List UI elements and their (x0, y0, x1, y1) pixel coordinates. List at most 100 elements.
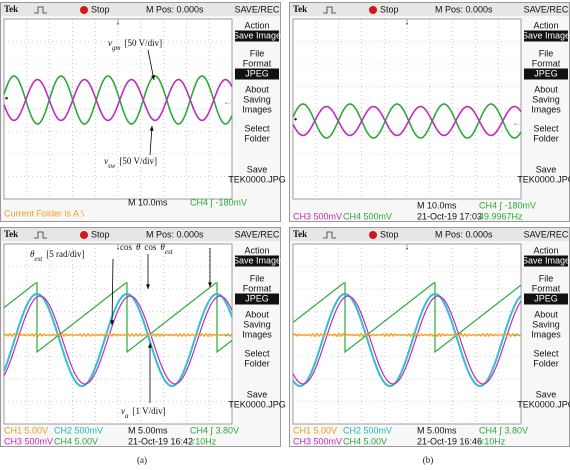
menu-title: SAVE/REC (235, 229, 280, 239)
menu-item: Select (244, 348, 270, 358)
brand: Tek (293, 229, 307, 239)
trigger-level-marker: ← (223, 328, 232, 338)
menu-item: Format (532, 58, 561, 68)
brand: Tek (4, 229, 18, 239)
menu-item: Images (531, 104, 561, 114)
horizontal-position: M Pos: 0.000s (146, 229, 204, 239)
frequency: 49.9967Hz (479, 211, 523, 221)
menu-selection-label: Save Image (522, 30, 570, 40)
timebase: M 10.0ms (417, 200, 457, 210)
channel-setting: CH2 500mV (343, 425, 392, 435)
channel-setting: CH4 500mV (343, 211, 392, 221)
timebase: M 5.00ms (128, 425, 168, 435)
timebase: M 5.00ms (417, 425, 457, 435)
menu-item: File (250, 273, 265, 283)
menu-item: Saving (243, 319, 271, 329)
menu-selection-label: JPEG (245, 68, 269, 78)
caption: (b) (423, 455, 434, 465)
annotation-run: gm (112, 44, 121, 52)
menu-item: Action (533, 245, 558, 255)
date-time: 21-Oct-19 16:46 (417, 436, 482, 446)
menu-item: Saving (532, 94, 560, 104)
date-time: 21-Oct-19 16:42 (128, 436, 193, 446)
menu-item: Select (244, 123, 270, 133)
menu-item: Saving (532, 319, 560, 329)
frequency: <10Hz (190, 436, 217, 446)
stop-indicator (369, 231, 377, 239)
trigger-position-marker: ↓ (405, 241, 410, 251)
menu-selection-label: JPEG (245, 293, 269, 303)
menu-item: File (250, 48, 265, 58)
menu-item: About (245, 309, 269, 319)
menu-selection-label: Save Image (233, 30, 281, 40)
menu-title: SAVE/REC (524, 4, 569, 14)
channel-setting: CH4 5.00V (54, 436, 98, 446)
annotation-run: a (125, 412, 129, 420)
menu-title: SAVE/REC (524, 229, 569, 239)
menu-item: Save (536, 389, 557, 399)
menu-item: TEK0000.JPG (228, 399, 286, 409)
menu-item: TEK0000.JPG (517, 174, 570, 184)
annotation-run: [1 V/div] (133, 406, 166, 416)
folder-status: Current Folder is A:\ (4, 208, 85, 218)
menu-item: Select (533, 348, 559, 358)
menu-selection-label: JPEG (534, 68, 558, 78)
annotation-run: [5 rad/div] (46, 249, 84, 259)
run-state: Stop (380, 4, 399, 14)
channel-marker: • (5, 93, 8, 103)
stop-indicator (369, 6, 377, 14)
menu-title: SAVE/REC (235, 4, 280, 14)
annotation-run: θ (136, 242, 141, 252)
annotation-run: est (34, 255, 43, 263)
annotation-run: cos (120, 242, 132, 252)
menu-item: Saving (243, 94, 271, 104)
menu-item: TEK0000.JPG (228, 174, 286, 184)
run-state: Stop (380, 229, 399, 239)
menu-selection-label: Save Image (522, 255, 570, 265)
annotation-run: est (165, 248, 174, 256)
trigger-position-marker: ↓ (116, 16, 121, 26)
channel-setting: CH3 500mV (293, 436, 342, 446)
menu-item: Format (243, 283, 272, 293)
menu-item: Select (533, 123, 559, 133)
caption: (a) (137, 455, 147, 465)
stop-indicator (80, 6, 88, 14)
brand: Tek (4, 4, 18, 14)
figure: TekStopM Pos: 0.000sSAVE/REC↓ActionSave … (0, 0, 570, 470)
menu-item: Action (244, 20, 269, 30)
date-time: 21-Oct-19 17:03 (417, 211, 482, 221)
run-state: Stop (91, 4, 110, 14)
frequency: <10Hz (479, 436, 506, 446)
menu-item: Images (531, 329, 561, 339)
menu-item: Folder (244, 358, 270, 368)
annotation-run: cos (144, 242, 156, 252)
menu-item: TEK0000.JPG (517, 399, 570, 409)
timebase: M 10.0ms (128, 197, 168, 207)
horizontal-position: M Pos: 0.000s (435, 229, 493, 239)
menu-item: Images (242, 104, 272, 114)
brand: Tek (293, 4, 307, 14)
trigger-setting: CH4 ∫ 3.80V (479, 425, 528, 435)
menu-item: File (539, 48, 554, 58)
trigger-position-marker: ↓ (405, 16, 410, 26)
menu-item: Folder (244, 133, 270, 143)
stop-indicator (80, 231, 88, 239)
menu-item: Save (536, 164, 557, 174)
channel-setting: CH1 5.00V (4, 425, 48, 435)
channel-setting: CH1 5.00V (293, 425, 337, 435)
channel-setting: CH3 500mV (293, 211, 342, 221)
trigger-setting: CH4 ∫ 3.80V (190, 425, 239, 435)
page: {"panels": [ {"brand": "Tek", "state": "… (0, 0, 570, 470)
menu-item: About (534, 309, 558, 319)
horizontal-position: M Pos: 0.000s (435, 4, 493, 14)
menu-item: Save (247, 389, 268, 399)
channel-setting: CH3 500mV (4, 436, 53, 446)
menu-selection-label: JPEG (534, 293, 558, 303)
menu-item: Action (533, 20, 558, 30)
trigger-level-marker: ← (512, 117, 521, 127)
menu-item: Format (532, 283, 561, 293)
channel-setting: CH4 5.00V (343, 436, 387, 446)
trigger-setting: CH4 ∫ -180mV (190, 197, 247, 207)
menu-item: File (539, 273, 554, 283)
menu-item: About (534, 84, 558, 94)
